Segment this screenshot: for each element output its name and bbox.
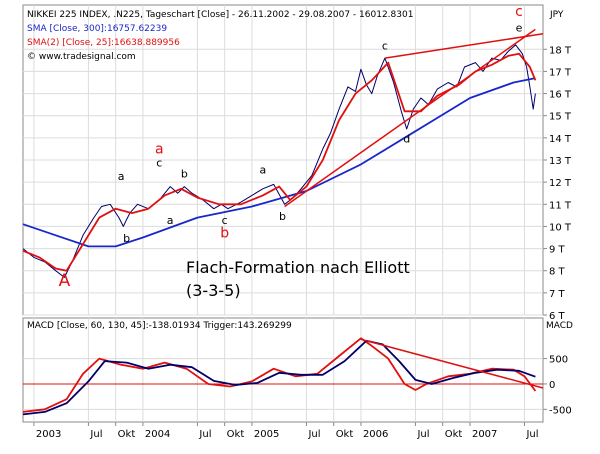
macd-legend: MACD [Close, 60, 130, 45]:-138.01934 Tri…	[27, 321, 292, 331]
price-y-tick-label: 15 T	[549, 112, 572, 123]
wave-label: c	[156, 157, 162, 170]
x-tick-label: Jul	[198, 429, 211, 440]
price-trendline	[284, 28, 536, 208]
price-y-tick-label: 18 T	[549, 45, 572, 56]
price-y-tick-label: 10 T	[549, 222, 572, 233]
copyright-text: © www.tradesignal.com	[27, 52, 136, 62]
sma300-series-line	[22, 77, 536, 248]
wave-label: A	[59, 271, 71, 291]
wave-label: b	[181, 168, 188, 181]
x-tick-label: 2004	[145, 429, 170, 440]
macd-axis-label: MACD	[546, 321, 573, 331]
price-y-tick-label: 17 T	[549, 67, 572, 78]
macd-trendline	[360, 338, 544, 389]
currency-label: JPY	[549, 10, 564, 20]
wave-label: b	[279, 210, 286, 223]
trigger-series-line	[22, 339, 536, 416]
x-tick-label: 2006	[363, 429, 388, 440]
price-trendline	[384, 33, 544, 59]
wave-label: e	[516, 22, 523, 35]
annotation-title: Flach-Formation nach Elliott	[186, 258, 410, 277]
macd-y-tick-label: -500	[549, 405, 572, 416]
trendlines	[284, 28, 544, 389]
price-y-tick-label: 9 T	[549, 245, 566, 256]
annotation-subtitle: (3-3-5)	[186, 281, 241, 300]
wave-label: b	[220, 226, 229, 242]
legend-line-sma25: SMA(2) [Close, 25]:16638.889956	[27, 38, 180, 48]
x-tick-label: Okt	[227, 429, 245, 440]
price-y-tick-label: 12 T	[549, 178, 572, 189]
chart-header: NIKKEI 225 INDEX, .N225, Tageschart [Clo…	[27, 10, 564, 62]
wave-label: a	[118, 170, 125, 183]
wave-label: c	[382, 39, 388, 52]
price-y-tick-label: 13 T	[549, 156, 572, 167]
legend-line-sma300: SMA [Close, 300]:16757.62239	[27, 24, 167, 34]
price-y-tick-label: 6 T	[549, 311, 566, 322]
wave-label: a	[167, 214, 174, 227]
x-tick-label: Jul	[525, 429, 538, 440]
macd-y-tick-label: 0	[549, 380, 555, 391]
x-tick-label: Okt	[118, 429, 136, 440]
price-series-line	[22, 44, 536, 278]
wave-labels: AabcabacbabcdecB	[59, 0, 525, 291]
y-tick-labels: 6 T 7 T 8 T 9 T 10 T 11 T 12 T 13 T 14 T 15 T 16 T…	[543, 45, 572, 416]
macd-y-tick-label: 500	[549, 355, 568, 366]
wave-label: c	[222, 214, 228, 227]
x-tick-label: 2005	[254, 429, 279, 440]
wave-label: B	[513, 0, 525, 1]
x-tick-label: Jul	[307, 429, 320, 440]
wave-label: a	[259, 163, 266, 176]
price-y-tick-label: 14 T	[549, 134, 572, 145]
macd-panel	[22, 317, 544, 423]
x-tick-label: 2007	[472, 429, 497, 440]
x-tick-label: 2003	[36, 429, 61, 440]
wave-label: b	[123, 232, 130, 245]
x-tick-label: Jul	[89, 429, 102, 440]
x-tick-label: Jul	[416, 429, 429, 440]
wave-label: c	[515, 4, 523, 20]
price-y-tick-label: 8 T	[549, 267, 566, 278]
price-y-tick-label: 7 T	[549, 289, 566, 300]
x-tick-label: Okt	[445, 429, 463, 440]
wave-label: a	[155, 141, 164, 157]
wave-label: d	[403, 132, 410, 145]
x-tick-labels: 2003 Jul Okt 2004 Jul Okt 2005 Jul Okt 2006 Jul Okt…	[33, 422, 539, 440]
x-tick-label: Okt	[336, 429, 354, 440]
price-y-tick-label: 16 T	[549, 90, 572, 101]
price-y-tick-label: 11 T	[549, 200, 572, 211]
legend-line-price: NIKKEI 225 INDEX, .N225, Tageschart [Clo…	[27, 10, 413, 20]
